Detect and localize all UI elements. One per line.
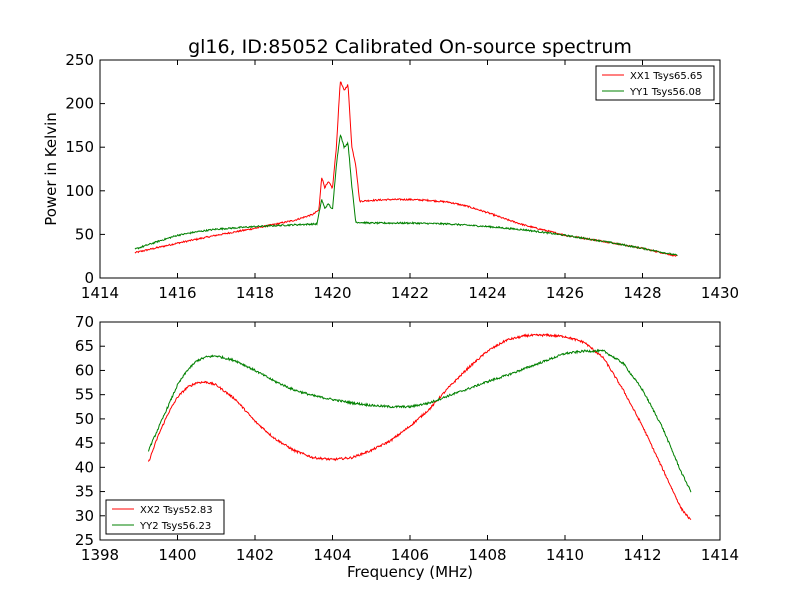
- x-tick-label: 1400: [158, 546, 196, 564]
- legend: XX2 Tsys52.83 YY2 Tsys56.23: [105, 499, 225, 535]
- x-tick-label: 1416: [158, 284, 196, 302]
- y-tick-label: 0: [84, 269, 94, 287]
- x-tick-label: 1424: [468, 284, 506, 302]
- x-tick-label: 1426: [546, 284, 584, 302]
- legend-label: YY2 Tsys56.23: [139, 521, 211, 532]
- legend-label: XX1 Tsys65.65: [630, 71, 703, 82]
- x-tick-label: 1410: [546, 546, 584, 564]
- x-tick-label: 1408: [468, 546, 506, 564]
- x-tick-label: 1398: [81, 546, 119, 564]
- series-line-1: [147, 332, 692, 520]
- x-axis-label: Frequency (MHz): [347, 563, 473, 581]
- x-tick-label: 1412: [623, 546, 661, 564]
- y-tick-label: 50: [75, 225, 94, 243]
- x-tick-label: 1430: [701, 284, 739, 302]
- legend-box: [105, 499, 225, 535]
- x-tick-label: 1406: [391, 546, 429, 564]
- x-tick-label: 1402: [236, 546, 274, 564]
- legend: XX1 Tsys65.65 YY1 Tsys56.08: [595, 65, 715, 101]
- bottom-panel: 1398 1400 1402 1404 1406 1408 1410 1412 1414 25 30…: [75, 313, 739, 581]
- y-tick-label: 25: [75, 531, 94, 549]
- y-tick-label: 250: [65, 51, 94, 69]
- y-tick-label: 70: [75, 313, 94, 331]
- y-tick-label: 45: [75, 434, 94, 452]
- y-tick-label: 60: [75, 361, 94, 379]
- y-tick-label: 65: [75, 337, 94, 355]
- series-group: [134, 81, 678, 257]
- y-tick-label: 35: [75, 483, 94, 501]
- series-line-2: [147, 348, 692, 493]
- x-tick-label: 1420: [313, 284, 351, 302]
- figure-title: gl16, ID:85052 Calibrated On-source spec…: [188, 36, 632, 58]
- y-tick-label: 200: [65, 95, 94, 113]
- x-tick-label: 1414: [701, 546, 739, 564]
- x-tick-label: 1418: [236, 284, 274, 302]
- y-axis-label: Power in Kelvin: [42, 112, 60, 226]
- y-tick-label: 40: [75, 458, 94, 476]
- x-tick-label: 1414: [81, 284, 119, 302]
- y-tick-label: 30: [75, 507, 94, 525]
- series-group: [147, 332, 692, 520]
- y-tick-label: 100: [65, 182, 94, 200]
- legend-label: XX2 Tsys52.83: [140, 505, 213, 516]
- y-tick-label: 55: [75, 386, 94, 404]
- x-tick-label: 1422: [391, 284, 429, 302]
- series-line-2: [134, 134, 678, 257]
- legend-label: YY1 Tsys56.08: [629, 87, 701, 98]
- top-panel: 1414 1416 1418 1420 1422 1424 1426 1428 1430 0 50 1…: [42, 51, 739, 302]
- y-tick-label: 50: [75, 410, 94, 428]
- x-tick-label: 1428: [623, 284, 661, 302]
- legend-box: [595, 65, 715, 101]
- x-tick-label: 1404: [313, 546, 351, 564]
- y-tick-label: 150: [65, 138, 94, 156]
